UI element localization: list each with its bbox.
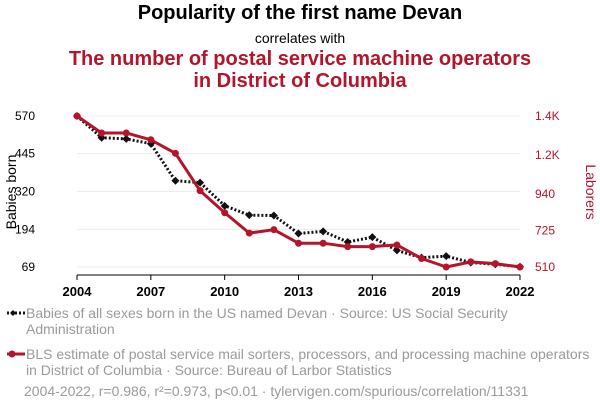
x-tick-label: 2010 bbox=[210, 284, 239, 299]
data-point-devan bbox=[319, 227, 328, 236]
data-point-postal bbox=[368, 243, 376, 251]
legend-swatch-devan bbox=[7, 310, 25, 316]
y-left-tick-label: 320 bbox=[15, 184, 35, 198]
data-point-devan bbox=[220, 201, 229, 210]
y-right-axis-label: Laborers bbox=[583, 164, 599, 219]
data-point-postal bbox=[344, 243, 352, 251]
data-point-devan bbox=[368, 233, 377, 242]
chart-title: Popularity of the first name Devan bbox=[137, 2, 463, 24]
chart-connector-text: correlates with bbox=[254, 30, 346, 46]
data-point-postal bbox=[491, 260, 499, 268]
data-point-postal bbox=[73, 112, 81, 120]
y-right-tick-label: 1.4K bbox=[535, 109, 560, 123]
data-point-postal bbox=[442, 263, 450, 271]
legend-swatch-postal bbox=[7, 350, 25, 358]
data-point-postal bbox=[171, 149, 179, 157]
data-point-devan bbox=[392, 246, 401, 255]
data-point-devan bbox=[196, 178, 205, 187]
data-point-devan bbox=[269, 211, 278, 220]
data-point-devan bbox=[245, 211, 254, 220]
series-markers bbox=[73, 112, 524, 271]
x-tick-label: 2016 bbox=[358, 284, 387, 299]
data-point-postal bbox=[122, 129, 130, 137]
y-right-tick-label: 1.2K bbox=[535, 148, 560, 162]
y-left-axis-label: Babies born bbox=[3, 155, 19, 230]
data-point-devan bbox=[294, 229, 303, 238]
legend-label-postal: BLS estimate of postal service mail sort… bbox=[26, 346, 590, 378]
y-right-tick-label: 940 bbox=[535, 187, 555, 201]
y-right-tick-label: 725 bbox=[535, 224, 555, 238]
x-tick-label: 2022 bbox=[506, 284, 535, 299]
data-point-postal bbox=[418, 255, 426, 263]
data-point-devan bbox=[122, 134, 131, 143]
data-point-devan bbox=[442, 252, 451, 261]
data-point-postal bbox=[393, 241, 401, 249]
data-point-devan bbox=[171, 176, 180, 185]
data-point-postal bbox=[221, 209, 229, 217]
x-tick-label: 2013 bbox=[284, 284, 313, 299]
y-left-tick-label: 69 bbox=[22, 260, 36, 274]
x-tick-label: 2019 bbox=[432, 284, 461, 299]
y-left-tick-label: 194 bbox=[15, 222, 35, 236]
x-tick-label: 2004 bbox=[63, 284, 93, 299]
y-left-tick-label: 570 bbox=[15, 109, 35, 123]
data-point-postal bbox=[516, 263, 524, 271]
legend-label-devan: Babies of all sexes born in the US named… bbox=[26, 305, 508, 337]
x-tick-label: 2007 bbox=[136, 284, 165, 299]
data-point-postal bbox=[245, 229, 253, 237]
data-point-postal bbox=[295, 239, 302, 247]
y-right-tick-label: 510 bbox=[535, 260, 555, 274]
data-point-postal bbox=[196, 187, 204, 195]
data-point-postal bbox=[98, 129, 106, 137]
data-point-postal bbox=[319, 239, 327, 247]
footer-stats: 2004-2022, r=0.986, r²=0.973, p<0.01 · t… bbox=[24, 383, 529, 399]
data-point-postal bbox=[270, 226, 278, 234]
chart-subtitle: The number of postal service machine ope… bbox=[68, 48, 532, 92]
axes: 570 445 320 194 69 1.4K 1.2K 940 725 510 2004 2007 2… bbox=[3, 109, 599, 299]
correlation-chart: 570 445 320 194 69 1.4K 1.2K 940 725 510 2004 2007 2… bbox=[3, 109, 599, 299]
data-point-postal bbox=[467, 258, 475, 266]
data-point-postal bbox=[147, 136, 155, 144]
y-left-tick-label: 445 bbox=[15, 147, 35, 161]
